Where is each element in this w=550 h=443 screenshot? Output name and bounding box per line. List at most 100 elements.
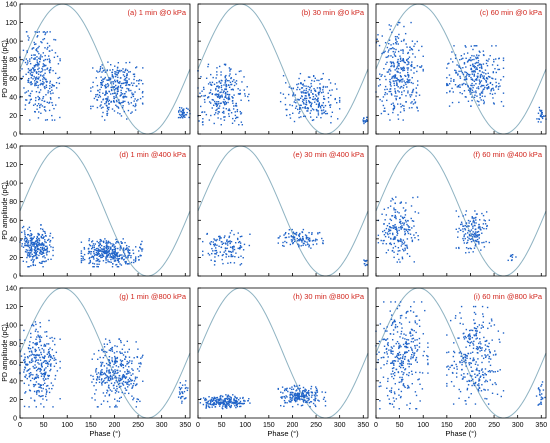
data-point: [394, 35, 397, 38]
data-point: [53, 357, 56, 359]
data-point: [465, 57, 467, 60]
data-point: [111, 74, 114, 76]
data-point: [119, 382, 121, 385]
data-point: [105, 102, 107, 104]
data-point: [45, 360, 48, 362]
data-point: [491, 339, 493, 341]
data-point: [50, 86, 53, 88]
data-point: [36, 250, 39, 253]
data-point: [415, 394, 418, 397]
reference-sine-curve: [197, 3, 369, 135]
data-point: [316, 110, 318, 112]
data-point: [49, 359, 52, 361]
data-point: [46, 353, 48, 355]
data-point: [398, 212, 400, 214]
data-point: [393, 367, 395, 369]
data-point: [41, 67, 43, 70]
data-point: [134, 246, 137, 248]
data-point: [52, 406, 54, 408]
data-point: [467, 60, 469, 62]
data-point: [223, 63, 226, 66]
data-point: [278, 237, 280, 239]
data-point: [387, 230, 390, 232]
data-point: [55, 362, 57, 365]
data-point: [117, 85, 119, 88]
data-point: [393, 105, 395, 107]
data-point: [407, 63, 410, 65]
data-point: [479, 80, 481, 83]
data-point: [481, 226, 484, 229]
data-point: [112, 263, 114, 265]
y-tick-label: 20: [9, 397, 17, 404]
data-point: [486, 76, 488, 79]
data-point: [102, 392, 105, 394]
data-point: [471, 384, 473, 387]
data-point: [396, 340, 399, 343]
data-point: [99, 69, 101, 71]
data-point: [115, 238, 117, 241]
data-point: [324, 104, 327, 107]
data-point: [394, 245, 397, 248]
data-point: [402, 354, 404, 356]
data-point: [402, 356, 404, 358]
data-point: [491, 83, 494, 86]
data-point: [35, 243, 38, 245]
data-point: [475, 61, 478, 64]
data-point: [395, 217, 397, 220]
data-point: [223, 98, 225, 101]
data-point: [224, 82, 226, 84]
data-point: [301, 231, 304, 234]
data-point: [109, 341, 111, 344]
data-point: [239, 235, 242, 238]
scatter-points: [377, 196, 517, 263]
data-point: [457, 231, 459, 233]
data-point: [124, 69, 127, 72]
data-point: [223, 116, 225, 118]
data-point: [38, 31, 40, 33]
data-point: [125, 68, 127, 70]
data-point: [291, 228, 293, 231]
data-point: [108, 339, 111, 342]
data-point: [225, 397, 228, 400]
data-point: [108, 99, 111, 102]
data-point: [27, 79, 29, 82]
data-point: [138, 80, 140, 82]
data-point: [93, 353, 95, 355]
data-point: [469, 357, 472, 360]
data-point: [101, 349, 103, 351]
data-point: [231, 80, 234, 83]
data-point: [394, 223, 396, 226]
data-point: [502, 57, 505, 59]
data-point: [50, 363, 52, 365]
data-point: [407, 74, 410, 76]
data-point: [109, 389, 112, 391]
data-point: [392, 227, 395, 229]
data-point: [296, 240, 299, 242]
data-point: [130, 96, 133, 99]
data-point: [43, 376, 46, 378]
data-point: [401, 81, 403, 83]
data-point: [303, 92, 305, 94]
data-point: [483, 84, 485, 87]
data-point: [399, 362, 402, 365]
data-point: [314, 94, 317, 96]
data-point: [473, 311, 476, 314]
data-point: [47, 374, 49, 377]
data-point: [116, 381, 119, 383]
data-point: [215, 253, 217, 255]
data-point: [44, 360, 46, 362]
data-point: [385, 56, 387, 59]
data-point: [491, 392, 494, 394]
data-point: [102, 70, 105, 72]
data-point: [128, 84, 131, 86]
data-point: [126, 118, 128, 120]
data-point: [40, 103, 42, 106]
data-point: [537, 121, 540, 123]
data-point: [463, 53, 465, 55]
data-point: [106, 381, 108, 384]
data-point: [317, 110, 320, 112]
data-point: [239, 244, 242, 247]
data-point: [114, 406, 116, 408]
data-point: [318, 79, 320, 82]
